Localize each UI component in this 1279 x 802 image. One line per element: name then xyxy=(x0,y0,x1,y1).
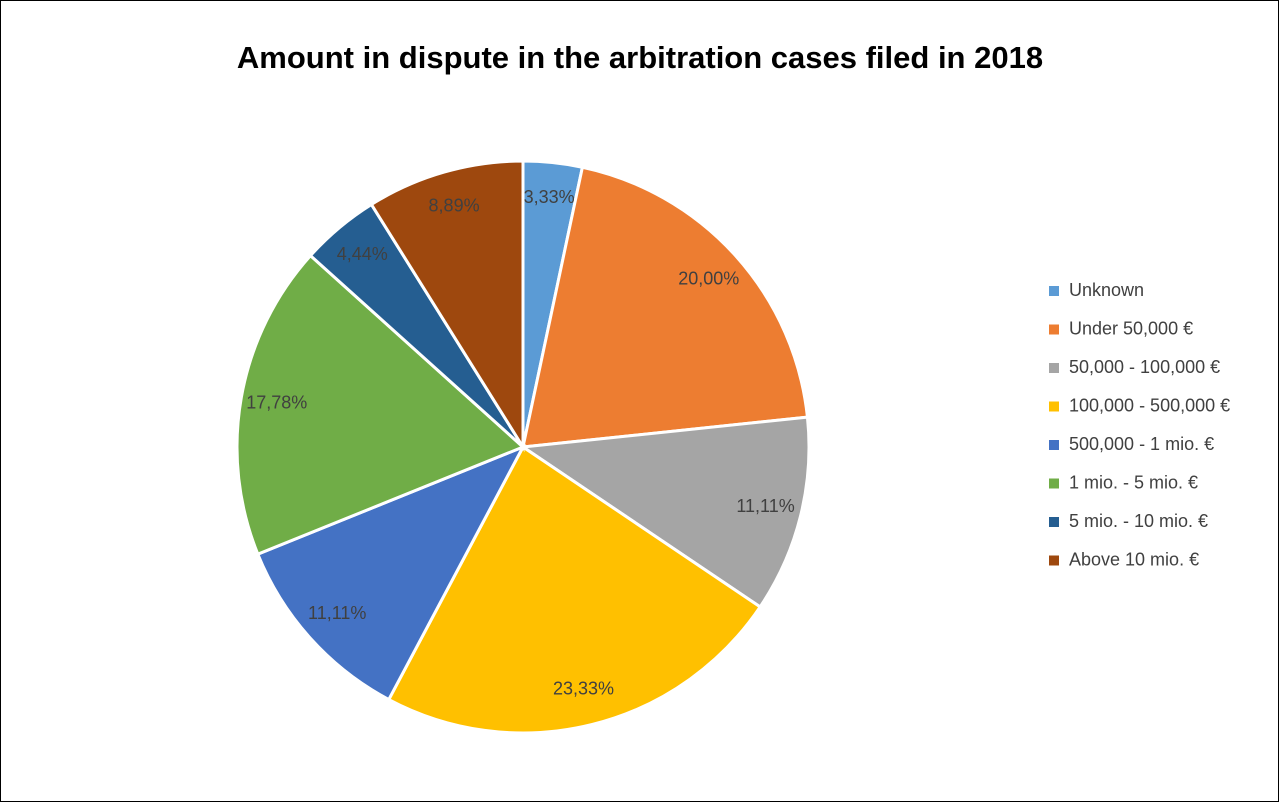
pie-slice xyxy=(369,159,525,453)
data-label: 4,44% xyxy=(337,244,388,264)
legend-swatch xyxy=(1049,517,1059,527)
legend-swatch xyxy=(1049,286,1059,296)
pie-slice xyxy=(521,165,810,449)
legend-swatch xyxy=(1049,401,1059,412)
data-label: 17,78% xyxy=(246,392,307,412)
legend-label: 500,000 - 1 mio. € xyxy=(1069,434,1214,454)
data-label: 8,89% xyxy=(429,195,480,215)
legend-label: 1 mio. - 5 mio. € xyxy=(1069,472,1198,492)
legend-label: 100,000 - 500,000 € xyxy=(1069,395,1230,415)
legend-label: 5 mio. - 10 mio. € xyxy=(1069,511,1208,531)
pie-slice xyxy=(255,444,527,702)
legend-swatch xyxy=(1049,363,1059,373)
legend-label: Above 10 mio. € xyxy=(1069,549,1199,569)
legend-label: Under 50,000 € xyxy=(1069,318,1193,338)
data-label: 3,33% xyxy=(524,187,575,207)
legend-swatch xyxy=(1049,555,1059,566)
pie-slice xyxy=(386,444,763,735)
legend-swatch xyxy=(1049,478,1059,489)
legend-swatch xyxy=(1049,440,1059,450)
data-label: 11,11% xyxy=(736,496,794,516)
data-label: 20,00% xyxy=(678,268,739,288)
data-label: 23,33% xyxy=(553,678,614,698)
legend-label: 50,000 - 100,000 € xyxy=(1069,357,1220,377)
legend-swatch xyxy=(1049,324,1059,335)
legend-label: Unknown xyxy=(1069,280,1144,300)
pie-slice xyxy=(518,415,811,609)
data-label: 11,11% xyxy=(308,603,366,623)
chart-title: Amount in dispute in the arbitration cas… xyxy=(237,40,1043,75)
pie-slice xyxy=(235,253,526,557)
